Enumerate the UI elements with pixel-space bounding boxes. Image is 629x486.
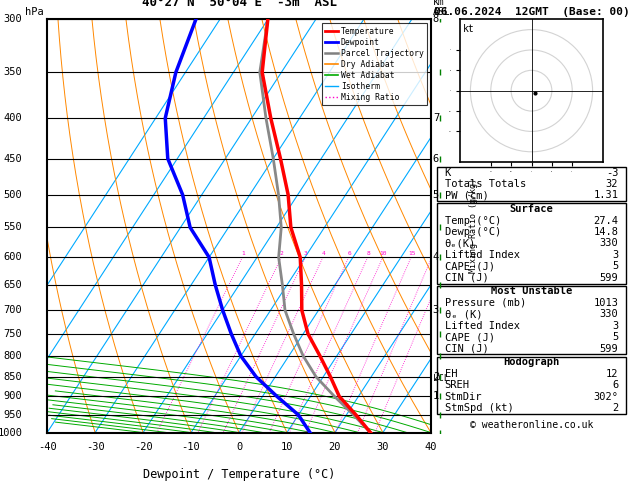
Text: CAPE (J): CAPE (J) <box>445 332 494 342</box>
Text: 2: 2 <box>612 403 618 413</box>
Text: Mixing Ratio (g/kg): Mixing Ratio (g/kg) <box>469 178 477 274</box>
Text: 7: 7 <box>433 113 439 123</box>
Text: Most Unstable: Most Unstable <box>491 286 572 296</box>
Text: EH: EH <box>445 369 457 379</box>
Text: 5: 5 <box>612 332 618 342</box>
Text: θₑ(K): θₑ(K) <box>445 239 476 248</box>
Text: 8: 8 <box>433 15 439 24</box>
Text: -20: -20 <box>134 442 152 451</box>
Text: 300: 300 <box>4 15 22 24</box>
Text: 599: 599 <box>599 344 618 354</box>
Text: 27.4: 27.4 <box>593 215 618 226</box>
Text: 330: 330 <box>599 239 618 248</box>
Text: Pressure (mb): Pressure (mb) <box>445 298 526 308</box>
Text: 400: 400 <box>4 113 22 123</box>
Text: PW (cm): PW (cm) <box>445 191 489 201</box>
Bar <box>437 167 626 201</box>
Text: 350: 350 <box>4 68 22 77</box>
Text: Lifted Index: Lifted Index <box>445 250 520 260</box>
Bar <box>437 203 626 284</box>
Text: 06.06.2024  12GMT  (Base: 00): 06.06.2024 12GMT (Base: 00) <box>433 7 629 17</box>
Text: 950: 950 <box>4 410 22 420</box>
Text: Dewp (°C): Dewp (°C) <box>445 227 501 237</box>
Text: Hodograph: Hodograph <box>503 357 560 367</box>
Legend: Temperature, Dewpoint, Parcel Trajectory, Dry Adiabat, Wet Adiabat, Isotherm, Mi: Temperature, Dewpoint, Parcel Trajectory… <box>322 23 427 105</box>
Text: θₑ (K): θₑ (K) <box>445 310 482 319</box>
Text: 600: 600 <box>4 252 22 262</box>
Text: 800: 800 <box>4 351 22 361</box>
Text: 8: 8 <box>366 251 370 256</box>
Text: 12: 12 <box>606 369 618 379</box>
Text: 1: 1 <box>241 251 245 256</box>
Text: CIN (J): CIN (J) <box>445 273 489 283</box>
Text: 650: 650 <box>4 280 22 290</box>
Text: StmSpd (kt): StmSpd (kt) <box>445 403 513 413</box>
Text: Surface: Surface <box>509 204 554 214</box>
Text: StmDir: StmDir <box>445 392 482 402</box>
Text: 5: 5 <box>612 261 618 271</box>
Text: -30: -30 <box>86 442 104 451</box>
Text: CAPE (J): CAPE (J) <box>445 261 494 271</box>
Text: 1.31: 1.31 <box>593 191 618 201</box>
Text: 2: 2 <box>280 251 284 256</box>
Text: 3: 3 <box>612 321 618 331</box>
Text: 550: 550 <box>4 223 22 232</box>
Text: Dewpoint / Temperature (°C): Dewpoint / Temperature (°C) <box>143 468 335 481</box>
Bar <box>437 357 626 414</box>
Text: 6: 6 <box>347 251 351 256</box>
Text: -40: -40 <box>38 442 57 451</box>
Text: 599: 599 <box>599 273 618 283</box>
Text: 450: 450 <box>4 154 22 164</box>
Text: K: K <box>445 168 451 177</box>
Text: 14.8: 14.8 <box>593 227 618 237</box>
Text: kt: kt <box>463 24 475 34</box>
Text: 4: 4 <box>433 252 439 262</box>
Text: 330: 330 <box>599 310 618 319</box>
Text: 900: 900 <box>4 391 22 401</box>
Text: 500: 500 <box>4 190 22 200</box>
Text: 40°27'N  50°04'E  -3m  ASL: 40°27'N 50°04'E -3m ASL <box>142 0 337 9</box>
Text: 850: 850 <box>4 372 22 382</box>
Text: 4: 4 <box>321 251 325 256</box>
Text: 30: 30 <box>377 442 389 451</box>
Text: 1013: 1013 <box>593 298 618 308</box>
Text: 5: 5 <box>433 190 439 200</box>
Text: 0: 0 <box>236 442 242 451</box>
Text: SREH: SREH <box>445 380 470 390</box>
Text: 1: 1 <box>433 391 439 401</box>
Text: 6: 6 <box>612 380 618 390</box>
Text: 40: 40 <box>425 442 437 451</box>
Text: 302°: 302° <box>593 392 618 402</box>
Text: -3: -3 <box>606 168 618 177</box>
Text: Totals Totals: Totals Totals <box>445 179 526 189</box>
Text: 750: 750 <box>4 329 22 339</box>
Text: 6: 6 <box>433 154 439 164</box>
Text: Temp (°C): Temp (°C) <box>445 215 501 226</box>
Text: 15: 15 <box>408 251 415 256</box>
Text: 3: 3 <box>612 250 618 260</box>
Text: 2: 2 <box>433 372 439 382</box>
Text: km
ASL: km ASL <box>433 0 450 17</box>
Text: © weatheronline.co.uk: © weatheronline.co.uk <box>470 420 593 431</box>
Bar <box>437 286 626 354</box>
Text: hPa: hPa <box>25 7 44 17</box>
Text: 3: 3 <box>304 251 308 256</box>
Text: 32: 32 <box>606 179 618 189</box>
Text: 1000: 1000 <box>0 428 22 437</box>
Text: Lifted Index: Lifted Index <box>445 321 520 331</box>
Text: LCL: LCL <box>433 374 449 383</box>
Text: CIN (J): CIN (J) <box>445 344 489 354</box>
Text: -10: -10 <box>182 442 201 451</box>
Text: 10: 10 <box>379 251 387 256</box>
Text: 3: 3 <box>433 305 439 315</box>
Text: 20: 20 <box>329 442 341 451</box>
Text: 700: 700 <box>4 305 22 315</box>
Text: 10: 10 <box>281 442 293 451</box>
